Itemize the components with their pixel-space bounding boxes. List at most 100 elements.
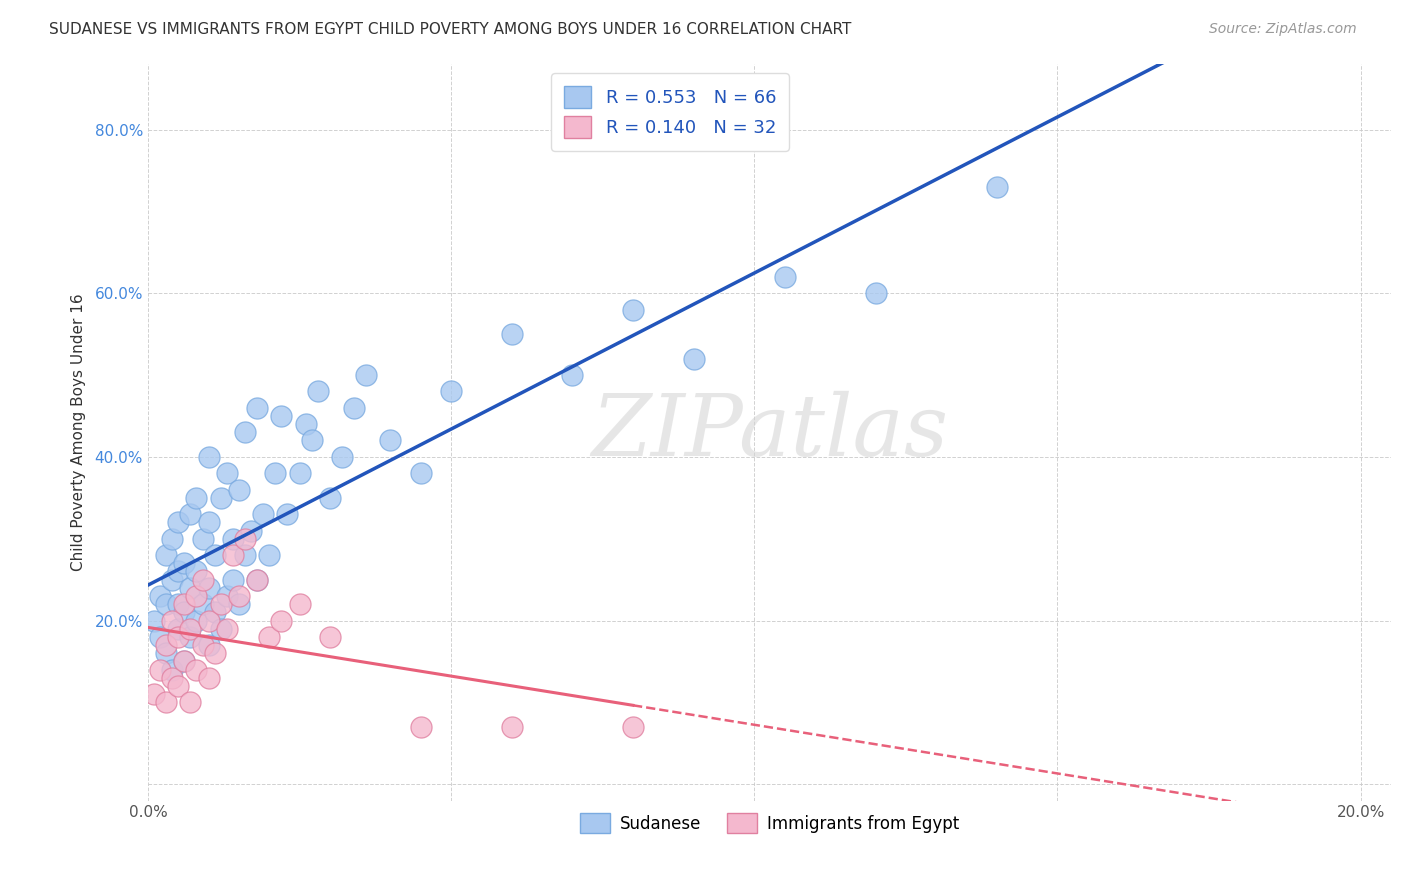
Point — [160, 573, 183, 587]
Point — [186, 663, 208, 677]
Point — [270, 614, 292, 628]
Point — [288, 597, 311, 611]
Point — [149, 630, 172, 644]
Point — [167, 679, 190, 693]
Point — [179, 507, 201, 521]
Point — [294, 417, 316, 431]
Point — [149, 589, 172, 603]
Point — [179, 581, 201, 595]
Point — [167, 516, 190, 530]
Point — [215, 589, 238, 603]
Point — [252, 507, 274, 521]
Point — [270, 409, 292, 423]
Point — [204, 548, 226, 562]
Point — [440, 384, 463, 399]
Point — [197, 516, 219, 530]
Point — [160, 663, 183, 677]
Point — [501, 327, 523, 342]
Point — [143, 614, 166, 628]
Point — [155, 638, 177, 652]
Point — [167, 622, 190, 636]
Point — [621, 302, 644, 317]
Point — [160, 671, 183, 685]
Point — [186, 614, 208, 628]
Point — [409, 720, 432, 734]
Point — [233, 425, 256, 440]
Point — [167, 597, 190, 611]
Point — [149, 663, 172, 677]
Point — [186, 589, 208, 603]
Text: Source: ZipAtlas.com: Source: ZipAtlas.com — [1209, 22, 1357, 37]
Point — [186, 565, 208, 579]
Point — [197, 671, 219, 685]
Point — [179, 622, 201, 636]
Point — [209, 597, 232, 611]
Point — [160, 532, 183, 546]
Point — [191, 597, 214, 611]
Y-axis label: Child Poverty Among Boys Under 16: Child Poverty Among Boys Under 16 — [72, 293, 86, 571]
Point — [354, 368, 377, 382]
Point — [197, 638, 219, 652]
Point — [143, 687, 166, 701]
Point — [204, 605, 226, 619]
Point — [986, 179, 1008, 194]
Point — [155, 548, 177, 562]
Point — [301, 434, 323, 448]
Point — [307, 384, 329, 399]
Point — [167, 630, 190, 644]
Point — [865, 286, 887, 301]
Point — [173, 655, 195, 669]
Point — [380, 434, 402, 448]
Point — [233, 532, 256, 546]
Point — [319, 630, 342, 644]
Point — [264, 467, 287, 481]
Point — [409, 467, 432, 481]
Point — [343, 401, 366, 415]
Point — [209, 622, 232, 636]
Point — [621, 720, 644, 734]
Point — [222, 573, 245, 587]
Point — [197, 450, 219, 464]
Point — [191, 573, 214, 587]
Point — [155, 695, 177, 709]
Point — [179, 630, 201, 644]
Text: ZIPatlas: ZIPatlas — [591, 391, 948, 474]
Point — [257, 630, 280, 644]
Point — [222, 532, 245, 546]
Text: SUDANESE VS IMMIGRANTS FROM EGYPT CHILD POVERTY AMONG BOYS UNDER 16 CORRELATION : SUDANESE VS IMMIGRANTS FROM EGYPT CHILD … — [49, 22, 852, 37]
Point — [228, 483, 250, 497]
Point — [160, 614, 183, 628]
Point — [288, 467, 311, 481]
Point — [319, 491, 342, 505]
Point — [276, 507, 298, 521]
Point — [215, 467, 238, 481]
Point — [246, 401, 269, 415]
Point — [155, 597, 177, 611]
Point — [197, 614, 219, 628]
Point — [773, 269, 796, 284]
Point — [191, 638, 214, 652]
Point — [228, 597, 250, 611]
Point — [173, 597, 195, 611]
Point — [186, 491, 208, 505]
Point — [191, 532, 214, 546]
Legend: Sudanese, Immigrants from Egypt: Sudanese, Immigrants from Egypt — [574, 806, 966, 840]
Point — [228, 589, 250, 603]
Point — [330, 450, 353, 464]
Point — [246, 573, 269, 587]
Point — [246, 573, 269, 587]
Point — [197, 581, 219, 595]
Point — [682, 351, 704, 366]
Point — [167, 565, 190, 579]
Point — [209, 491, 232, 505]
Point — [240, 524, 263, 538]
Point — [215, 622, 238, 636]
Point — [233, 548, 256, 562]
Point — [257, 548, 280, 562]
Point — [561, 368, 583, 382]
Point — [179, 695, 201, 709]
Point — [173, 605, 195, 619]
Point — [222, 548, 245, 562]
Point — [173, 556, 195, 570]
Point — [501, 720, 523, 734]
